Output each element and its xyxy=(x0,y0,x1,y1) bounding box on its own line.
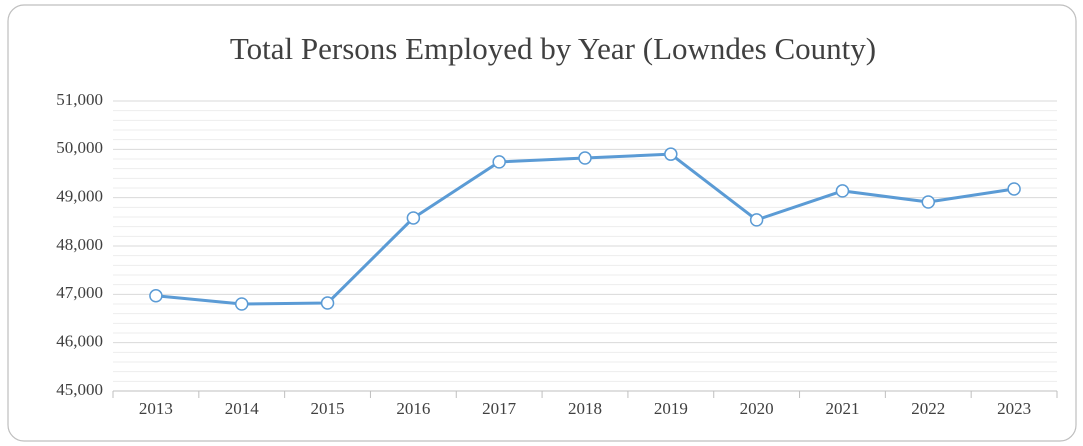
x-tick-label: 2013 xyxy=(139,399,173,418)
data-point xyxy=(578,151,592,165)
y-tick-label: 46,000 xyxy=(56,332,103,351)
chart-title: Total Persons Employed by Year (Lowndes … xyxy=(230,31,876,66)
data-point xyxy=(835,184,850,198)
chart-border xyxy=(7,4,1077,442)
data-point xyxy=(234,297,249,311)
y-tick-label: 45,000 xyxy=(56,380,103,399)
x-tick-label: 2017 xyxy=(482,399,517,418)
x-tick-label: 2016 xyxy=(396,399,430,418)
x-tick-label: 2020 xyxy=(740,399,774,418)
x-tick-label: 2021 xyxy=(825,399,859,418)
x-tick-label: 2015 xyxy=(311,399,345,418)
y-tick-label: 48,000 xyxy=(56,235,103,254)
data-point xyxy=(1007,182,1021,196)
data-point xyxy=(406,211,421,225)
data-point xyxy=(492,155,506,169)
data-point xyxy=(149,289,163,303)
x-tick-label: 2019 xyxy=(654,399,688,418)
data-point xyxy=(664,147,678,161)
data-point xyxy=(320,296,335,310)
x-tick-label: 2018 xyxy=(568,399,602,418)
y-tick-label: 51,000 xyxy=(56,90,103,109)
y-tick-label: 49,000 xyxy=(56,187,103,206)
data-point xyxy=(921,195,936,209)
x-tick-label: 2014 xyxy=(225,399,260,418)
x-tick-label: 2023 xyxy=(997,399,1031,418)
x-tick-label: 2022 xyxy=(911,399,945,418)
y-tick-label: 50,000 xyxy=(56,138,103,157)
data-point xyxy=(749,213,764,227)
y-tick-label: 47,000 xyxy=(56,283,103,302)
